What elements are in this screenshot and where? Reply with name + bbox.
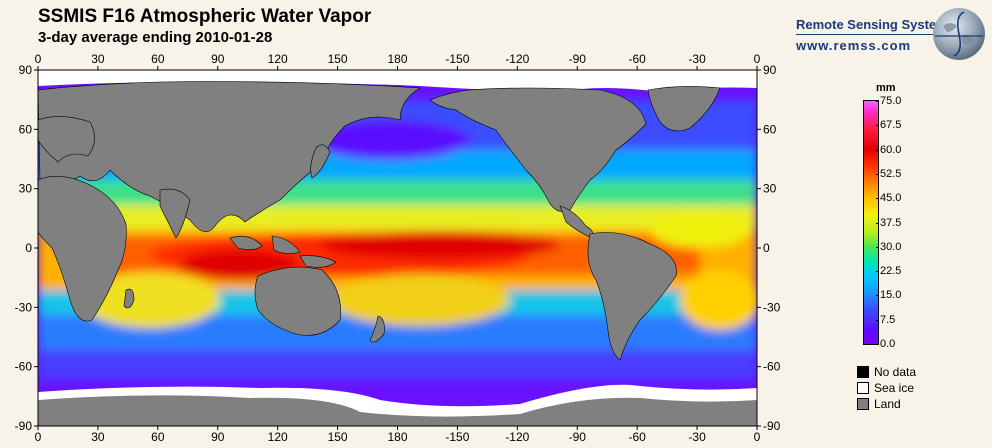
latitude-axis-left: 90 60 30 0 -30 -60 -90 xyxy=(15,63,38,433)
lat-tick-label: 90 xyxy=(19,63,33,77)
lon-tick-label: -120 xyxy=(505,52,529,66)
lon-tick-label: 0 xyxy=(35,430,42,444)
lon-tick-label: 180 xyxy=(387,430,407,444)
colorbar-label: 30.0 xyxy=(875,240,902,253)
lon-tick-label: 180 xyxy=(387,52,407,66)
legend-label: Sea ice xyxy=(874,381,915,395)
legend-swatch xyxy=(857,382,869,394)
lon-tick-label: 30 xyxy=(91,430,105,444)
legend-swatch xyxy=(857,366,869,378)
lat-tick-label: 90 xyxy=(763,63,777,77)
lat-tick-label: 60 xyxy=(763,122,777,136)
colorbar-label: 67.5 xyxy=(875,119,902,132)
colorbar-label: 45.0 xyxy=(875,192,902,205)
sea-ice-north xyxy=(38,70,757,92)
latitude-axis-right: 90 60 30 0 -30 -60 -90 xyxy=(757,63,781,433)
lat-tick-label: 0 xyxy=(25,241,32,255)
longitude-axis-top: 0 30 60 90 120 150 180 -150 -120 -90 -60 -30 0 xyxy=(35,52,761,70)
lon-tick-label: 60 xyxy=(151,52,165,66)
lon-tick-label: -120 xyxy=(505,430,529,444)
legend-label: No data xyxy=(874,365,917,379)
lon-tick-label: -150 xyxy=(445,52,469,66)
legend-item: Sea ice xyxy=(857,380,916,396)
lat-tick-label: -30 xyxy=(763,300,781,314)
legend-swatch xyxy=(857,398,869,410)
brand-name: Remote Sensing Systems xyxy=(796,17,955,32)
colorbar-label: 75.0 xyxy=(875,95,902,107)
brand-block: Remote Sensing Systems www.remss.com xyxy=(796,17,955,53)
lon-tick-label: -150 xyxy=(445,430,469,444)
lon-tick-label: 90 xyxy=(211,430,225,444)
lat-tick-label: 60 xyxy=(19,122,33,136)
lon-tick-label: 60 xyxy=(151,430,165,444)
map-legend: No data Sea ice Land xyxy=(857,364,916,412)
brand-url: www.remss.com xyxy=(796,38,912,53)
lon-tick-label: -30 xyxy=(688,430,706,444)
colorbar-label: 22.5 xyxy=(875,265,902,278)
legend-item: Land xyxy=(857,396,916,412)
map-subtitle: 3-day average ending 2010-01-28 xyxy=(38,29,273,46)
lon-tick-label: -90 xyxy=(569,52,587,66)
lat-tick-label: 0 xyxy=(763,241,770,255)
land-antarctica xyxy=(38,395,757,426)
lat-tick-label: 30 xyxy=(19,182,33,196)
colorbar-label: 0.0 xyxy=(875,338,896,350)
longitude-axis-bottom: 0 30 60 90 120 150 180 -150 -120 -90 -60 -30 0 xyxy=(35,426,761,444)
lon-tick-label: 120 xyxy=(268,430,288,444)
lon-tick-label: 150 xyxy=(328,430,348,444)
lat-tick-label: 30 xyxy=(763,182,777,196)
lon-tick-label: 0 xyxy=(35,52,42,66)
lat-tick-label: -60 xyxy=(15,360,33,374)
lat-tick-label: -30 xyxy=(15,300,33,314)
colorbar-label: 60.0 xyxy=(875,143,902,156)
lon-tick-label: 30 xyxy=(91,52,105,66)
water-vapor-map: 0 30 60 90 120 150 180 -150 -120 -90 -60 -30 0 0 30 60… xyxy=(15,52,781,444)
colorbar-label: 52.5 xyxy=(875,167,902,180)
lat-tick-label: -90 xyxy=(763,419,781,433)
lat-tick-label: -90 xyxy=(15,419,33,433)
lon-tick-label: -60 xyxy=(628,52,646,66)
legend-item: No data xyxy=(857,364,916,380)
lat-tick-label: -60 xyxy=(763,360,781,374)
colorbar-unit: mm xyxy=(876,82,896,94)
map-title: SSMIS F16 Atmospheric Water Vapor xyxy=(38,6,372,27)
lon-tick-label: -90 xyxy=(569,430,587,444)
lon-tick-label: 150 xyxy=(328,52,348,66)
legend-label: Land xyxy=(874,397,901,411)
lon-tick-label: 90 xyxy=(211,52,225,66)
lon-tick-label: 0 xyxy=(754,52,761,66)
lon-tick-label: 120 xyxy=(268,52,288,66)
colorbar-label: 37.5 xyxy=(875,216,902,229)
colorbar-label: 7.5 xyxy=(875,313,896,326)
lon-tick-label: 0 xyxy=(754,430,761,444)
brand-divider xyxy=(796,34,952,35)
lon-tick-label: -30 xyxy=(688,52,706,66)
land-masses xyxy=(38,81,721,361)
colorbar-labels: 75.0 67.5 60.0 52.5 45.0 37.5 30.0 22.5 15.0 7.5 0… xyxy=(875,95,940,350)
globe-icon xyxy=(933,8,985,60)
colorbar-label: 15.0 xyxy=(875,289,902,302)
lon-tick-label: -60 xyxy=(628,430,646,444)
